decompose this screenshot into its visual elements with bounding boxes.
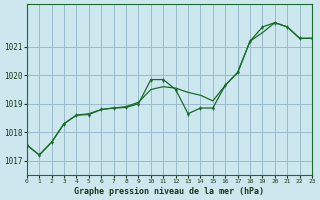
X-axis label: Graphe pression niveau de la mer (hPa): Graphe pression niveau de la mer (hPa) [75, 187, 264, 196]
